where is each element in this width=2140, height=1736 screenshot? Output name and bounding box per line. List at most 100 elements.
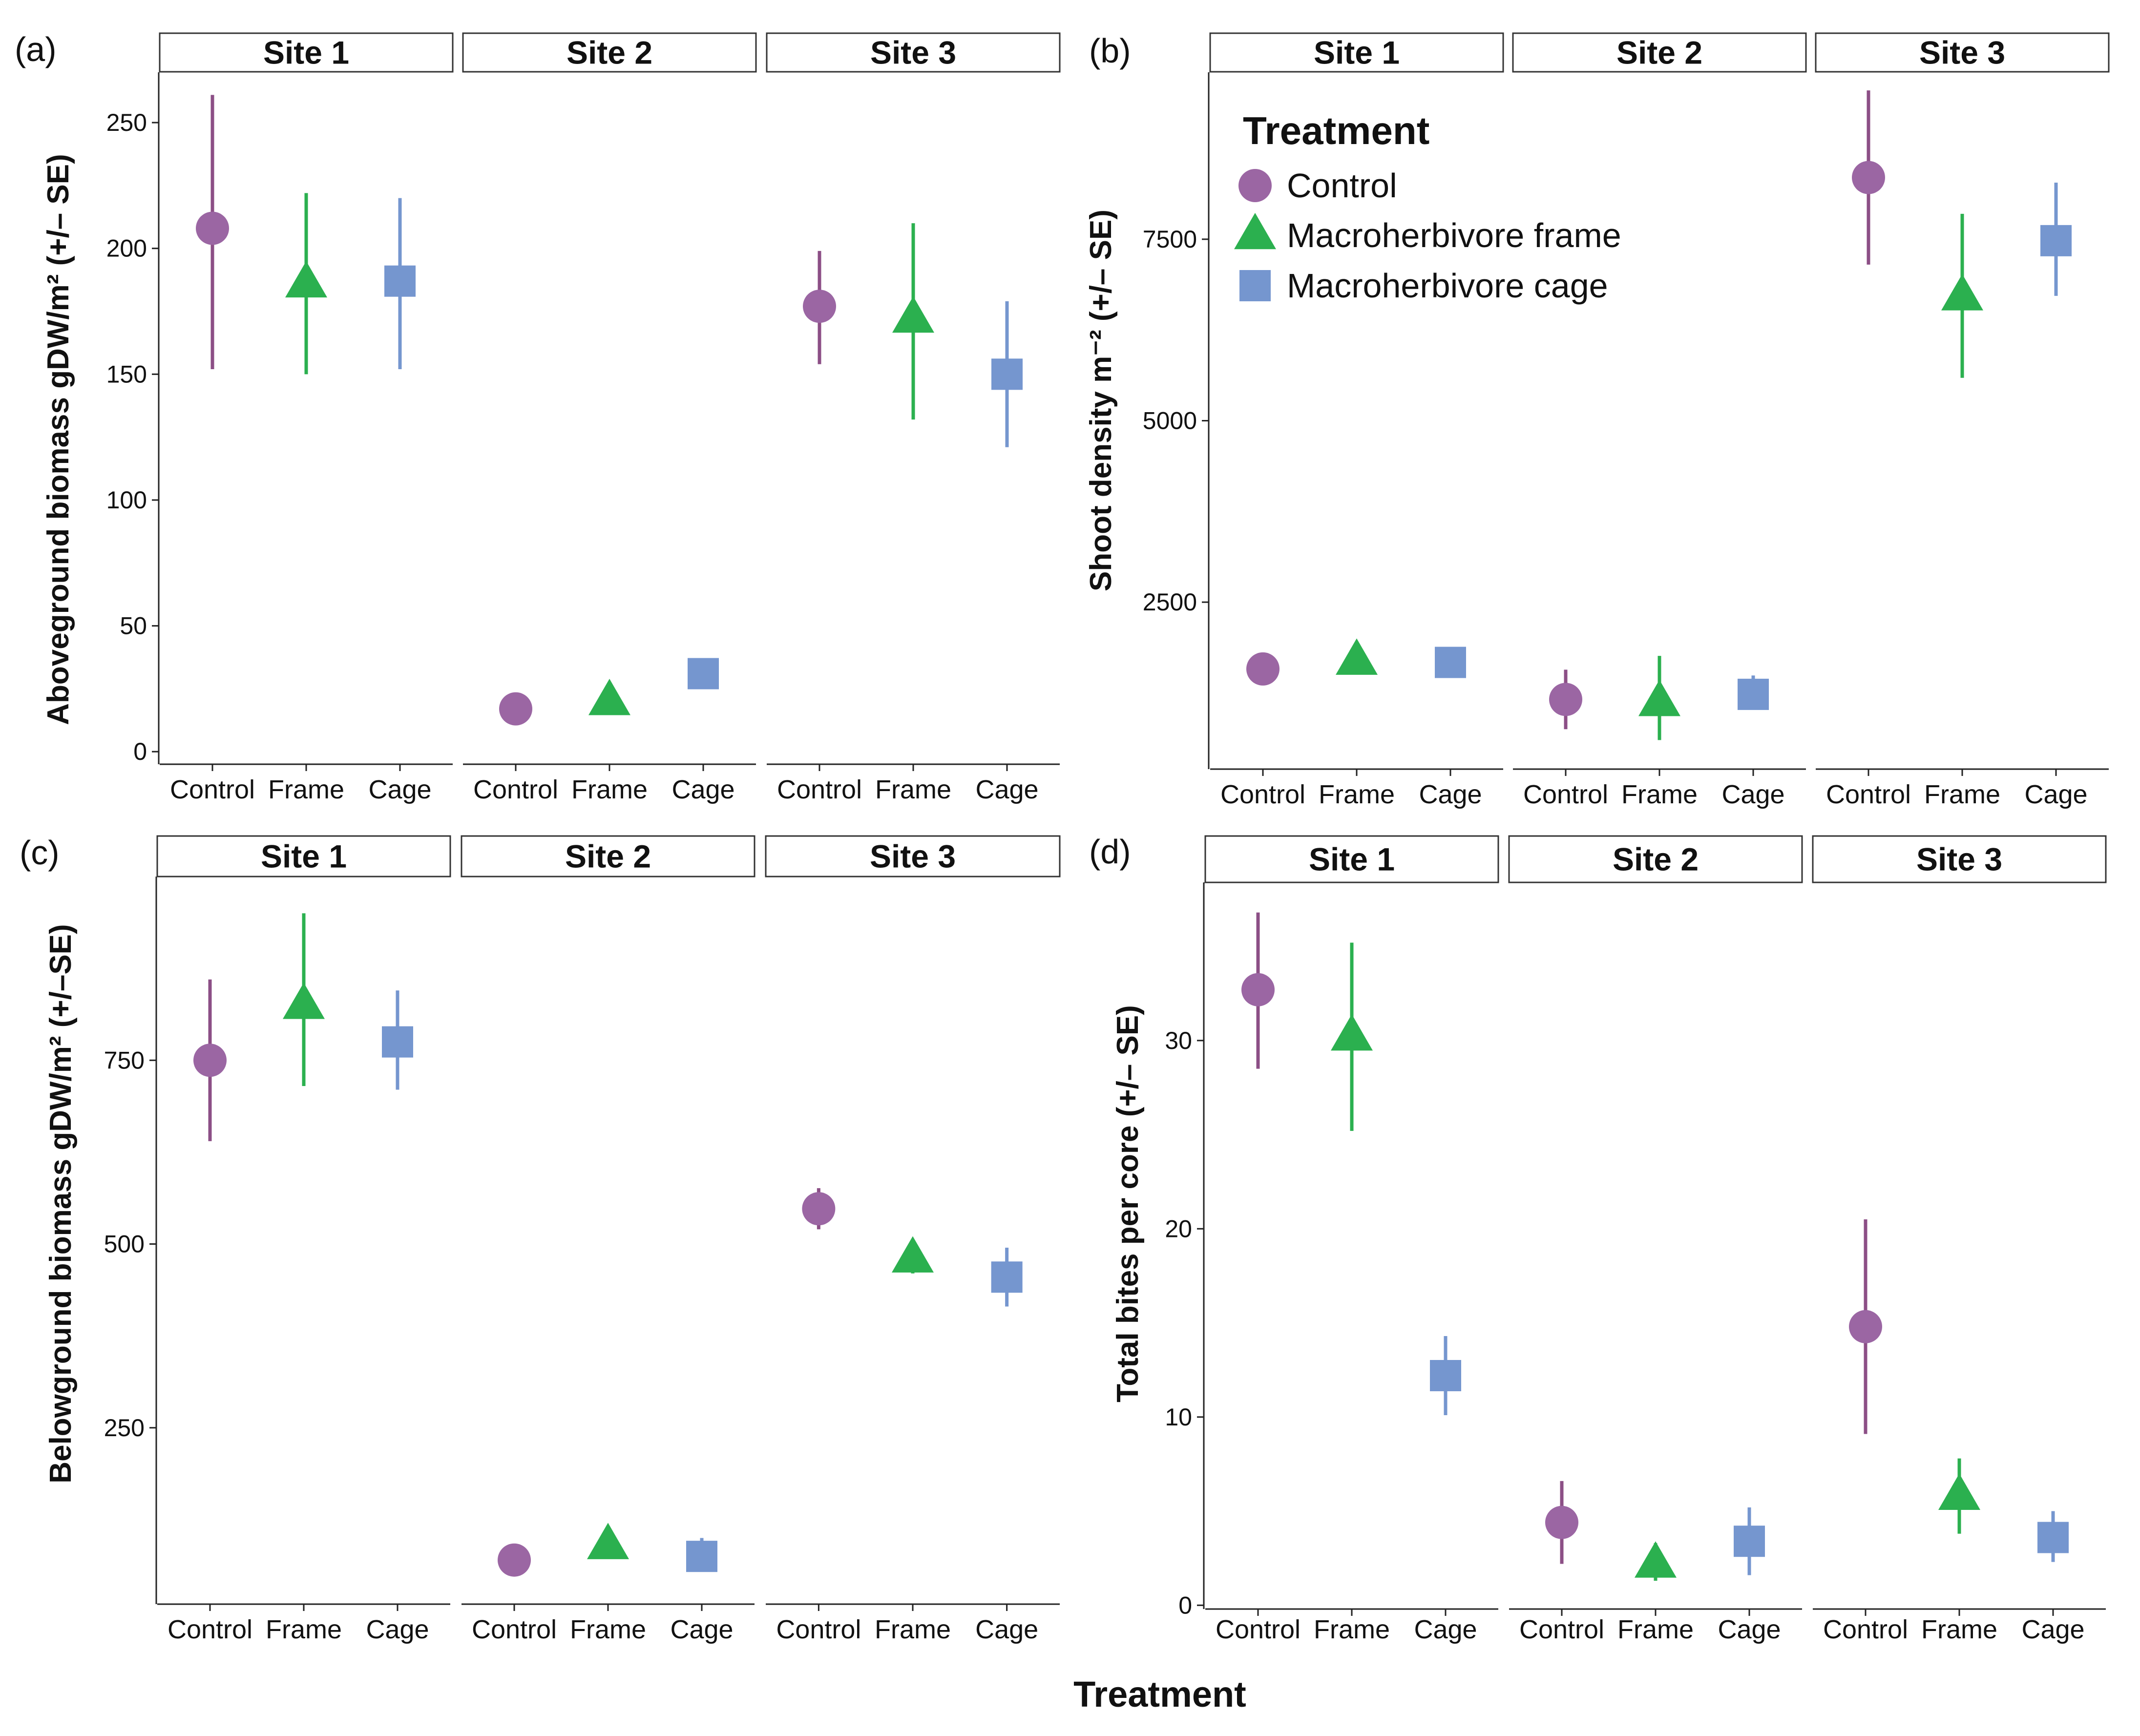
y-tick-label: 5000 [1143,407,1197,435]
panel-b: (b) Shoot density m⁻² (+/– SE) 2500 5000 750… [1084,32,2110,809]
x-tick-label: Control [473,775,558,804]
facet-strip-label: Site 2 [566,35,652,71]
point-cage [1435,647,1466,678]
facet-strip [1508,835,1803,883]
x-tick-label: Control [1220,780,1305,809]
facet-strip-label: Site 2 [1613,841,1699,878]
x-tick-label: Frame [1617,1615,1694,1644]
y-tick-label: 500 [104,1231,145,1258]
x-tick-label: Cage [975,775,1038,804]
point-frame [283,983,325,1019]
y-tick-label: 20 [1165,1215,1192,1242]
x-tick-label: Cage [975,1615,1038,1644]
x-tick-label: Frame [1621,780,1698,809]
facet-strip [462,32,757,73]
y-tick-label: 50 [120,612,147,640]
facet-strip [156,835,451,878]
x-tick-label: Frame [266,1615,342,1644]
legend-label-frame: Macroherbivore frame [1287,216,1621,254]
x-tick-label: Frame [1921,1615,1997,1644]
point-control [499,692,532,726]
point-control [196,211,229,245]
facet-strip-label: Site 1 [263,35,349,71]
point-frame [1336,638,1378,675]
facet-strip [1204,835,1499,883]
panel-a: (a) Aboveground biomass gDW/m² (+/– SE) 0 5… [15,30,1061,804]
y-tick-label: 750 [104,1046,145,1074]
legend-key-control [1238,169,1272,202]
x-tick-label: Control [1826,780,1911,809]
x-tick-label: Frame [875,1615,951,1644]
facet-strip-label: Site 1 [261,838,347,875]
facet-strip-label: Site 1 [1314,35,1400,71]
x-tick-label: Control [776,1615,861,1644]
y-tick-label: 150 [106,360,147,388]
point-frame [1938,1473,1980,1510]
x-tick-label: Frame [1314,1615,1390,1644]
panel-label: (a) [15,30,57,68]
panel-d: (d) Total bites per core (+/– SE) 0 10 20 30 S… [1089,833,2107,1644]
point-cage [2037,1522,2069,1553]
facet-strip [766,32,1061,73]
facet-strip-label: Site 3 [870,35,956,71]
x-tick-label: Cage [671,775,734,804]
facet-strip-label: Site 3 [870,838,956,875]
legend-key-cage [1239,270,1271,301]
point-cage [2040,225,2072,256]
y-tick-label: 10 [1165,1403,1192,1431]
x-tick-label: Cage [1718,1615,1781,1644]
legend-key-frame [1234,212,1276,250]
point-control [1852,161,1885,194]
y-axis-title: Belowground biomass gDW/m² (+/–SE) [44,924,78,1483]
facet-strip [1209,32,1504,73]
y-tick-label: 100 [106,486,147,514]
legend-label-cage: Macroherbivore cage [1287,267,1608,305]
point-frame [1331,1014,1373,1051]
facet-strip-label: Site 3 [1916,841,2002,878]
facet-strip [765,835,1061,878]
x-tick-label: Cage [1419,780,1482,809]
facet-strip-label: Site 2 [565,838,651,875]
point-frame [588,679,630,715]
x-tick-label: Control [1216,1615,1301,1644]
point-cage [384,265,416,297]
facet-strip-label: Site 1 [1309,841,1395,878]
point-control [1849,1310,1882,1343]
point-cage [382,1026,413,1058]
point-frame [1635,1541,1677,1578]
x-tick-label: Frame [1319,780,1395,809]
x-tick-label: Control [170,775,255,804]
point-frame [892,296,934,333]
point-control [1241,973,1275,1006]
facet-strip [1812,835,2107,883]
facet-strip [159,32,454,73]
x-tick-label: Frame [875,775,951,804]
y-tick-label: 250 [104,1414,145,1442]
point-cage [688,658,719,690]
x-tick-label: Frame [571,775,648,804]
y-axis-title: Total bites per core (+/– SE) [1111,1005,1145,1402]
panel-c: (c) Belowground biomass gDW/m² (+/–SE) 250… [20,834,1061,1644]
y-tick-label: 2500 [1143,588,1197,616]
facet-strip [1815,32,2110,73]
y-tick-label: 250 [106,109,147,136]
point-cage [991,358,1023,390]
x-tick-label: Cage [1721,780,1784,809]
point-control [498,1543,531,1577]
x-tick-label: Cage [1414,1615,1477,1644]
point-frame [285,261,327,298]
point-control [1246,652,1280,686]
x-tick-label: Control [1523,780,1608,809]
x-tick-label: Cage [366,1615,429,1644]
y-tick-label: 7500 [1143,226,1197,253]
point-control [803,290,836,323]
y-axis-title: Shoot density m⁻² (+/– SE) [1084,209,1118,591]
legend: Treatment Control Macroherbivore frame Mac… [1234,109,1621,305]
y-tick-label: 200 [106,235,147,262]
legend-items: Control Macroherbivore frame Macroherbivor… [1234,167,1621,305]
x-tick-label: Frame [570,1615,646,1644]
point-frame [1638,680,1680,716]
point-cage [1738,678,1769,710]
x-tick-label: Control [1823,1615,1908,1644]
x-tick-label: Cage [2024,780,2087,809]
